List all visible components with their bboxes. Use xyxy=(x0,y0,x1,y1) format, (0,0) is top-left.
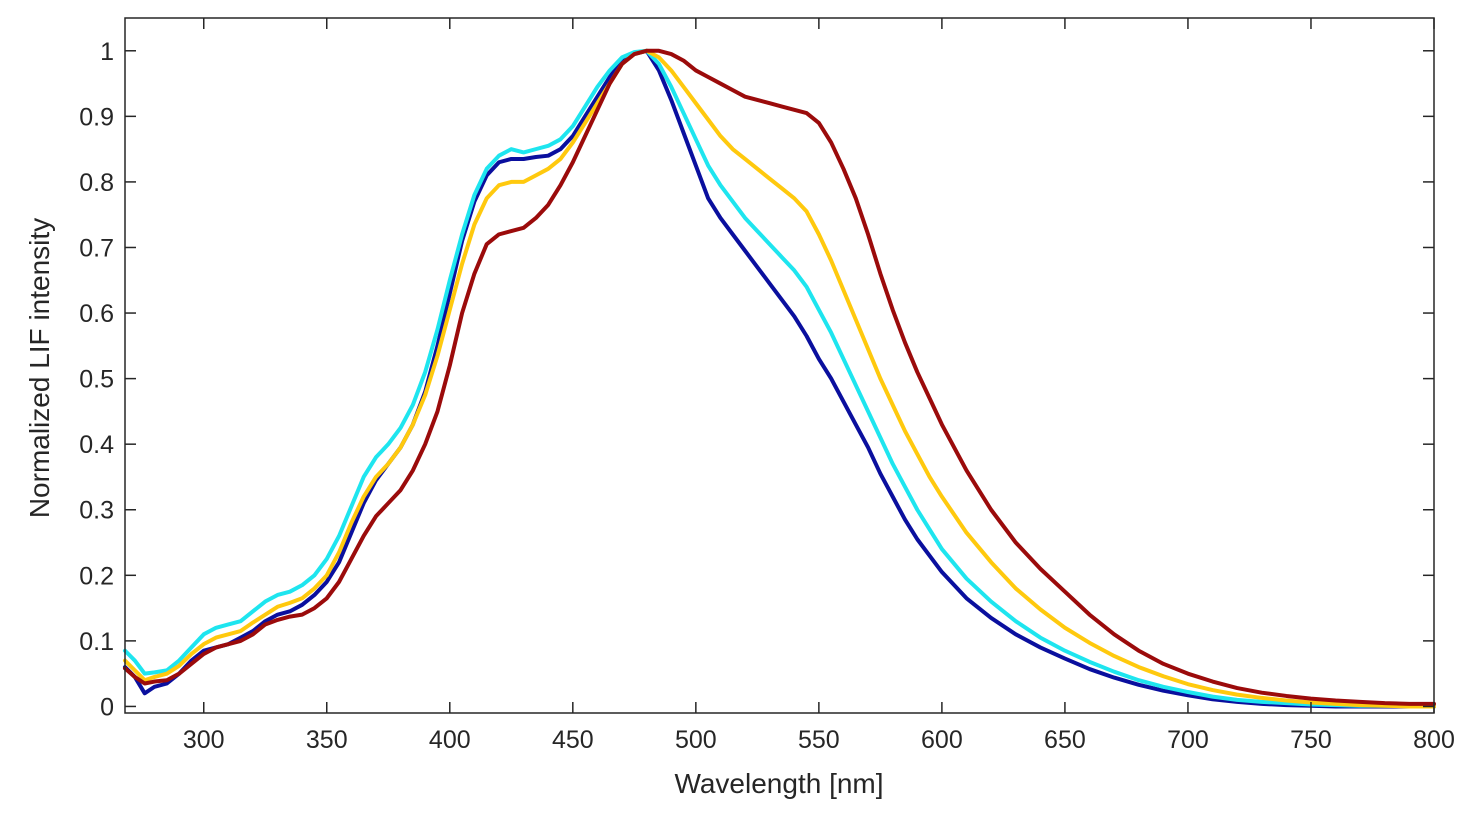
x-tick-label: 600 xyxy=(921,726,963,754)
y-tick-label: 1 xyxy=(100,38,114,66)
x-tick-label: 400 xyxy=(429,726,471,754)
plot-frame xyxy=(124,17,1435,714)
axes-layer: 300 350 400 450 500 550 600 650 700 750 800 0 0.1 0.2… xyxy=(79,17,1455,754)
y-tick-label: 0.3 xyxy=(79,497,114,525)
y-tick-label: 0.6 xyxy=(79,300,114,328)
series-line-3 xyxy=(123,48,1436,709)
series-line-1 xyxy=(123,48,1436,709)
y-tick-label: 0.9 xyxy=(79,103,114,131)
y-tick-label: 0.7 xyxy=(79,234,114,262)
y-tick-label: 0.4 xyxy=(79,431,114,459)
y-tick-label: 0.5 xyxy=(79,366,114,394)
series-layer xyxy=(123,48,1436,709)
y-tick-label: 0.2 xyxy=(79,562,114,590)
x-tick-label: 300 xyxy=(183,726,225,754)
x-tick-label: 750 xyxy=(1290,726,1332,754)
series-line-4 xyxy=(123,48,1436,706)
x-tick-label: 550 xyxy=(798,726,840,754)
x-tick-label: 700 xyxy=(1167,726,1209,754)
x-tick-label: 450 xyxy=(552,726,594,754)
y-tick-label: 0 xyxy=(100,693,114,721)
x-tick-label: 500 xyxy=(675,726,717,754)
x-tick-label: 350 xyxy=(306,726,348,754)
y-tick-label: 0.1 xyxy=(79,628,114,656)
x-tick-label: 800 xyxy=(1413,726,1455,754)
x-axis-title: Wavelength [nm] xyxy=(674,768,883,799)
series-line-2 xyxy=(123,48,1436,709)
x-tick-label: 650 xyxy=(1044,726,1086,754)
y-axis-title: Normalized LIF intensity xyxy=(24,218,55,518)
y-tick-label: 0.8 xyxy=(79,169,114,197)
